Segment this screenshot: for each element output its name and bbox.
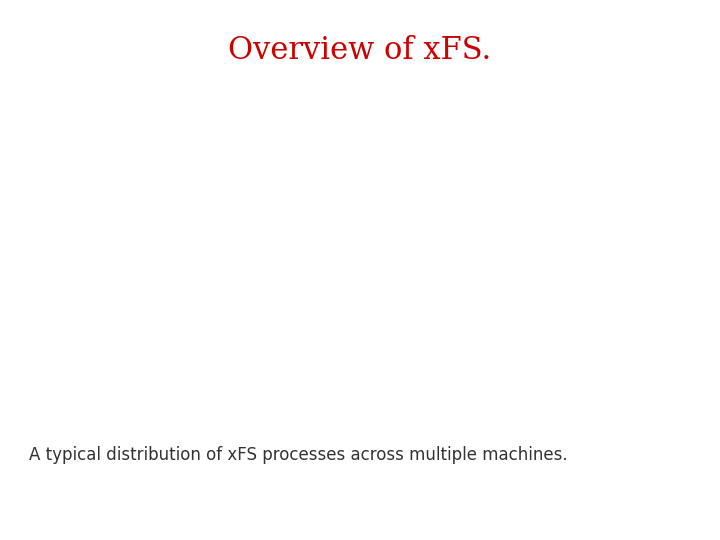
Text: Overview of xFS.: Overview of xFS.	[228, 35, 492, 66]
Text: A typical distribution of xFS processes across multiple machines.: A typical distribution of xFS processes …	[29, 446, 567, 463]
